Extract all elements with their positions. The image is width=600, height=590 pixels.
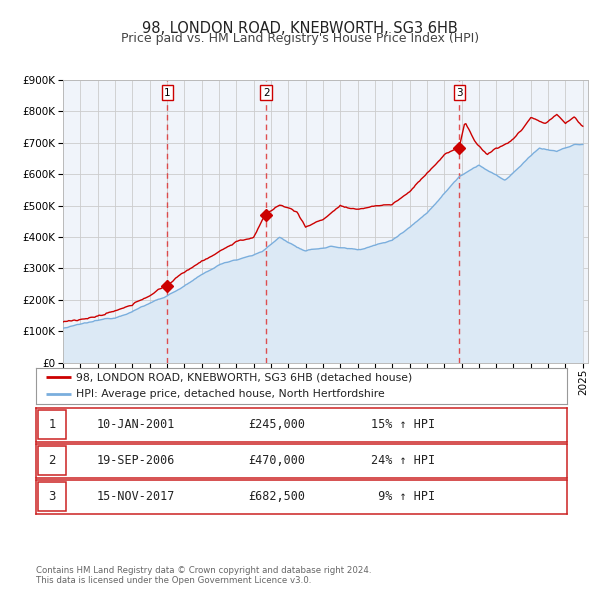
Text: 24% ↑ HPI: 24% ↑ HPI bbox=[371, 454, 434, 467]
Text: 1: 1 bbox=[48, 418, 56, 431]
FancyBboxPatch shape bbox=[38, 447, 66, 475]
FancyBboxPatch shape bbox=[38, 411, 66, 439]
Text: 9% ↑ HPI: 9% ↑ HPI bbox=[371, 490, 434, 503]
Text: HPI: Average price, detached house, North Hertfordshire: HPI: Average price, detached house, Nort… bbox=[76, 389, 385, 399]
FancyBboxPatch shape bbox=[38, 483, 66, 511]
Text: £245,000: £245,000 bbox=[248, 418, 305, 431]
Text: 2: 2 bbox=[263, 87, 269, 97]
Text: £470,000: £470,000 bbox=[248, 454, 305, 467]
Text: 15-NOV-2017: 15-NOV-2017 bbox=[97, 490, 175, 503]
Text: 3: 3 bbox=[456, 87, 463, 97]
Text: 19-SEP-2006: 19-SEP-2006 bbox=[97, 454, 175, 467]
Text: 10-JAN-2001: 10-JAN-2001 bbox=[97, 418, 175, 431]
Text: 98, LONDON ROAD, KNEBWORTH, SG3 6HB (detached house): 98, LONDON ROAD, KNEBWORTH, SG3 6HB (det… bbox=[76, 372, 412, 382]
Text: 15% ↑ HPI: 15% ↑ HPI bbox=[371, 418, 434, 431]
Text: Price paid vs. HM Land Registry's House Price Index (HPI): Price paid vs. HM Land Registry's House … bbox=[121, 32, 479, 45]
Text: £682,500: £682,500 bbox=[248, 490, 305, 503]
Text: 3: 3 bbox=[48, 490, 56, 503]
Text: 1: 1 bbox=[164, 87, 171, 97]
Text: Contains HM Land Registry data © Crown copyright and database right 2024.
This d: Contains HM Land Registry data © Crown c… bbox=[36, 566, 371, 585]
Text: 98, LONDON ROAD, KNEBWORTH, SG3 6HB: 98, LONDON ROAD, KNEBWORTH, SG3 6HB bbox=[142, 21, 458, 35]
Text: 2: 2 bbox=[48, 454, 56, 467]
